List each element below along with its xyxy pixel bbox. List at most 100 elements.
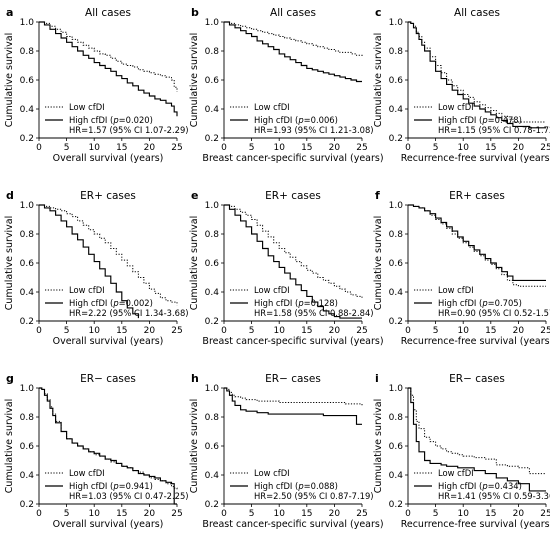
x-tick-label: 10	[88, 143, 100, 153]
x-tick-label: 0	[405, 143, 411, 153]
panel-g: g ER− cases 0 5 10 15 20 25 0.2 0.4 0.6 0.8 1.0 Overa…	[4, 372, 189, 530]
legend: Low cfDI High cfDI (p=0.020)HR=1.57 (95% …	[45, 102, 189, 135]
x-tick-label: 15	[116, 509, 127, 519]
low-cfdi-curve	[39, 387, 178, 490]
y-tick-label: 0.2	[205, 500, 219, 510]
y-tick-label: 1.0	[205, 384, 220, 394]
panel-letter: g	[6, 372, 14, 385]
panel-letter: d	[6, 189, 14, 202]
x-axis-title: Breast cancer-specific survival (years)	[202, 336, 383, 347]
x-tick-label: 10	[273, 509, 285, 519]
x-tick-label: 25	[356, 509, 367, 519]
legend-low-label: Low cfDI	[69, 285, 105, 295]
low-cfdi-curve	[408, 21, 546, 123]
y-axis-title: Cumulative survival	[4, 33, 15, 127]
legend-low-label: Low cfDI	[254, 102, 290, 112]
x-tick-label: 0	[36, 509, 42, 519]
x-tick-label: 5	[64, 509, 70, 519]
low-cfdi-curve	[224, 387, 363, 406]
panel-title: ER+ cases	[265, 190, 321, 202]
high-cfdi-curve	[224, 21, 362, 83]
legend: Low cfDI High cfDI (p=0.002)HR=2.22 (95% …	[45, 285, 189, 318]
x-tick-label: 0	[221, 509, 227, 519]
legend-hr-label: HR=1.58 (95% CI 0.88-2.84)	[254, 308, 374, 318]
x-tick-label: 15	[301, 326, 312, 336]
high-cfdi-curve	[39, 204, 139, 319]
x-tick-label: 20	[329, 143, 341, 153]
x-tick-label: 20	[144, 143, 156, 153]
x-tick-label: 0	[221, 326, 227, 336]
x-tick-label: 15	[301, 143, 312, 153]
legend: Low cfDI High cfDI (p=0.434)HR=1.41 (95% …	[414, 468, 550, 501]
legend: Low cfDI High cfDI (p=0.088)HR=2.50 (95% …	[230, 468, 374, 501]
panel-letter: c	[375, 6, 382, 19]
y-tick-label: 1.0	[205, 18, 220, 28]
y-tick-label: 0.8	[205, 413, 220, 423]
x-tick-label: 10	[457, 509, 469, 519]
y-tick-label: 0.6	[205, 76, 220, 86]
y-tick-label: 0.4	[389, 471, 404, 481]
x-axis-title: Breast cancer-specific survival (years)	[202, 519, 383, 530]
panel-title: All cases	[85, 7, 131, 19]
high-cfdi-curve	[408, 21, 546, 129]
legend: Low cfDI High cfDI (p=0.705)HR=0.90 (95% …	[414, 285, 550, 318]
x-tick-label: 20	[144, 326, 156, 336]
x-tick-label: 15	[301, 509, 312, 519]
legend-low-label: Low cfDI	[438, 285, 474, 295]
y-tick-label: 1.0	[389, 201, 404, 211]
x-tick-label: 0	[221, 143, 227, 153]
panel-letter: i	[375, 372, 379, 385]
x-axis-title: Overall survival (years)	[53, 519, 164, 530]
y-tick-label: 0.6	[20, 76, 35, 86]
legend: Low cfDI High cfDI (p=0.478)HR=1.15 (95% …	[414, 102, 550, 135]
high-cfdi-curve	[224, 387, 362, 425]
x-axis-title: Recurrence-free survival (years)	[401, 153, 550, 164]
x-tick-label: 15	[485, 326, 496, 336]
legend-low-label: Low cfDI	[254, 468, 290, 478]
y-tick-label: 0.2	[389, 134, 403, 144]
legend-high-label: High cfDI (p=0.006)	[254, 115, 338, 125]
y-axis-title: Cumulative survival	[4, 399, 15, 493]
x-tick-label: 5	[249, 509, 255, 519]
x-axis-title: Breast cancer-specific survival (years)	[202, 153, 383, 164]
y-tick-label: 0.8	[205, 230, 220, 240]
x-tick-label: 25	[171, 326, 182, 336]
legend-high-label: High cfDI (p=0.088)	[254, 481, 338, 491]
y-axis-title: Cumulative survival	[189, 399, 200, 493]
panel-title: All cases	[454, 7, 500, 19]
y-tick-label: 0.2	[205, 134, 219, 144]
legend-hr-label: HR=1.93 (95% CI 1.21-3.08)	[254, 125, 374, 135]
y-axis-title: Cumulative survival	[189, 33, 200, 127]
y-tick-label: 1.0	[20, 201, 35, 211]
panel-letter: a	[6, 6, 13, 19]
legend-low-label: Low cfDI	[69, 468, 105, 478]
panel-a: a All cases 0 5 10 15 20 25 0.2 0.4 0.6 0.8 1.0 Overa…	[4, 6, 189, 164]
x-tick-label: 10	[273, 326, 285, 336]
x-axis-title: Recurrence-free survival (years)	[401, 336, 550, 347]
panel-title: ER+ cases	[449, 190, 505, 202]
y-tick-label: 0.4	[389, 288, 404, 298]
y-tick-label: 1.0	[20, 384, 35, 394]
y-tick-label: 0.8	[389, 230, 404, 240]
x-tick-label: 5	[249, 326, 255, 336]
y-tick-label: 0.6	[20, 259, 35, 269]
y-tick-label: 0.8	[20, 230, 35, 240]
legend-low-label: Low cfDI	[254, 285, 290, 295]
x-tick-label: 5	[249, 143, 255, 153]
x-tick-label: 5	[433, 143, 439, 153]
x-tick-label: 10	[457, 143, 469, 153]
x-tick-label: 10	[273, 143, 285, 153]
low-cfdi-curve	[39, 204, 178, 306]
y-tick-label: 0.6	[389, 76, 404, 86]
x-tick-label: 20	[513, 326, 525, 336]
legend-hr-label: HR=1.15 (95% CI 0.78-1.72)	[438, 125, 550, 135]
y-tick-label: 0.4	[205, 471, 220, 481]
panel-title: ER+ cases	[80, 190, 136, 202]
legend-hr-label: HR=0.90 (95% CI 0.52-1.57)	[438, 308, 550, 318]
legend-high-label: High cfDI (p=0.705)	[438, 298, 522, 308]
legend-hr-label: HR=1.57 (95% CI 1.07-2.29)	[69, 125, 189, 135]
legend-hr-label: HR=1.03 (95% CI 0.47-2.25)	[69, 491, 189, 501]
y-tick-label: 0.8	[389, 47, 404, 57]
x-tick-label: 25	[540, 326, 550, 336]
y-tick-label: 0.8	[205, 47, 220, 57]
